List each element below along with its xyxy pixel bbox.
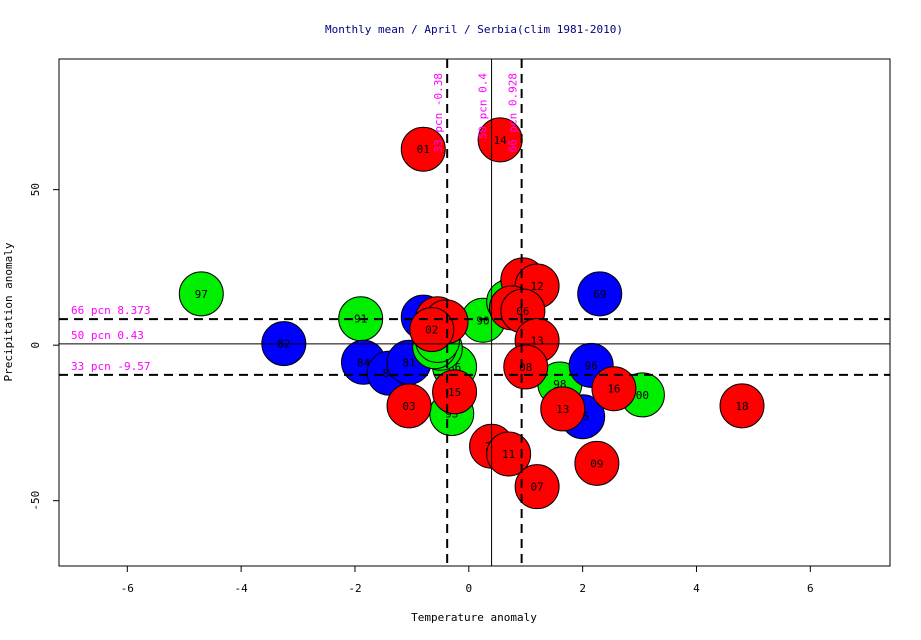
- data-point-label: 69: [593, 288, 606, 301]
- data-point: [503, 344, 549, 390]
- data-point-label: 01: [417, 143, 430, 156]
- data-point-label: 16: [607, 383, 620, 396]
- x-axis-label: Temperature anomaly: [411, 611, 537, 624]
- data-point-label: 14: [493, 134, 507, 147]
- y-tick-label: 50: [29, 183, 42, 196]
- data-point-label: 03: [402, 400, 415, 413]
- v-reference-label: 66 pcn 0.928: [507, 73, 520, 152]
- chart-title: Monthly mean / April / Serbia(clim 1981-…: [325, 23, 623, 36]
- data-point-label: 15: [448, 386, 461, 399]
- h-reference-label: 50 pcn 0.43: [71, 329, 144, 342]
- data-point: [432, 369, 478, 415]
- x-tick-label: -2: [348, 582, 361, 595]
- y-axis-label: Precipitation anomaly: [2, 242, 15, 381]
- v-reference-label: 50 pcn 0.4: [477, 73, 490, 140]
- data-point-label: 11: [502, 448, 515, 461]
- data-point: [540, 386, 586, 432]
- plot-frame: [58, 58, 891, 567]
- x-tick-label: -6: [121, 582, 134, 595]
- x-tick-label: 0: [465, 582, 472, 595]
- data-point-label: 12: [530, 280, 543, 293]
- data-point-label: 09: [590, 457, 603, 470]
- data-point-label: 97: [195, 288, 208, 301]
- x-tick-label: 4: [693, 582, 700, 595]
- plot-area: -6-4-20246-50050978291848381878693908992…: [29, 58, 891, 595]
- data-point-label: 90: [476, 314, 489, 327]
- data-point-label: 18: [735, 400, 748, 413]
- data-point-label: 81: [402, 356, 415, 369]
- data-point: [719, 383, 765, 429]
- h-reference-label: 66 pcn 8.373: [71, 304, 150, 317]
- data-point: [591, 366, 637, 412]
- data-point-label: 13: [556, 403, 569, 416]
- x-tick-label: -4: [235, 582, 249, 595]
- data-point-label: 96: [585, 359, 598, 372]
- x-tick-label: 6: [807, 582, 814, 595]
- data-point: [514, 464, 560, 510]
- data-point: [574, 440, 620, 486]
- y-tick-label: 0: [29, 342, 42, 349]
- data-point-label: 07: [530, 481, 543, 494]
- data-point: [577, 271, 623, 317]
- data-point-label: 00: [636, 389, 649, 402]
- data-point: [386, 383, 432, 429]
- x-tick-label: 2: [579, 582, 586, 595]
- y-tick-label: -50: [29, 491, 42, 511]
- data-point-label: 84: [357, 356, 371, 369]
- data-point-label: 02: [425, 324, 438, 337]
- data-point: [400, 126, 446, 172]
- v-reference-label: 33 pcn -0.38: [432, 73, 445, 152]
- h-reference-label: 33 pcn -9.57: [71, 360, 150, 373]
- data-point-label: 06: [516, 305, 529, 318]
- data-point: [486, 431, 532, 477]
- data-point: [178, 271, 224, 317]
